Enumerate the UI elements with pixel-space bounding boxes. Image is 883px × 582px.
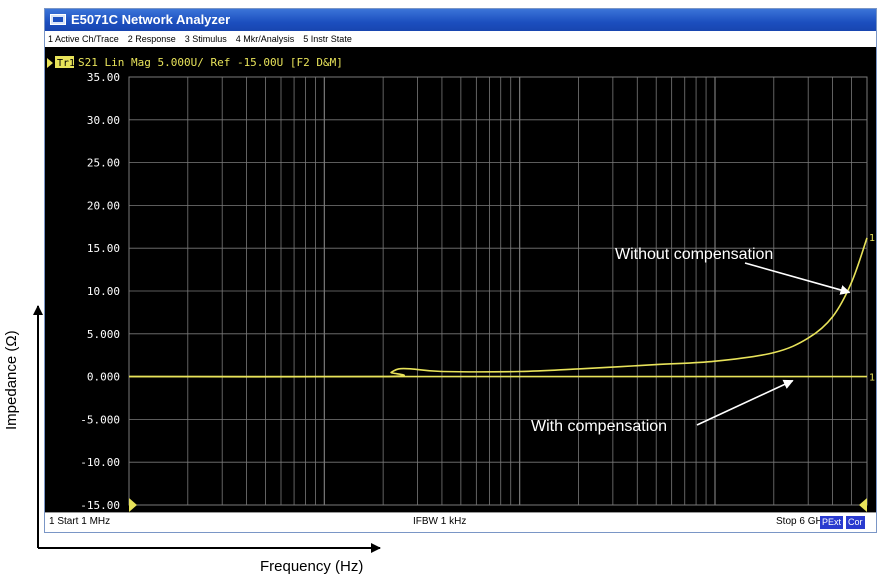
pext-badge: PExt — [820, 516, 844, 529]
y-axis-label: Impedance (Ω) — [3, 330, 20, 430]
trace-plot: 35.00 30.00 25.00 20.00 15.00 10.00 5.000 0.000… — [47, 56, 875, 512]
annotation-with-compensation: With compensation — [531, 418, 667, 435]
menu-instr-state[interactable]: 5 Instr State — [303, 34, 352, 44]
ifbw-value[interactable]: IFBW 1 kHz — [413, 516, 467, 527]
marker-label: 1 — [869, 373, 875, 384]
trace-header-text: S21 Lin Mag 5.000U/ Ref -15.00U [F2 D&M] — [78, 56, 343, 69]
stop-frequency[interactable]: Stop 6 GHz — [776, 516, 828, 527]
cor-badge: Cor — [846, 516, 865, 529]
analyzer-window: E5071C Network Analyzer 1 Active Ch/Trac… — [44, 8, 877, 533]
active-trace-pointer — [47, 58, 53, 68]
y-tick-label: 35.00 — [87, 71, 120, 84]
marker-label: 1 — [869, 233, 875, 244]
y-tick-label: 0.000 — [87, 371, 120, 384]
title-bar[interactable]: E5071C Network Analyzer — [45, 9, 876, 31]
trace-without-compensation — [128, 237, 868, 378]
menu-active-ch-trace[interactable]: 1 Active Ch/Trace — [48, 34, 119, 44]
y-tick-label: -5.000 — [80, 413, 120, 426]
y-tick-label: -15.00 — [80, 499, 120, 512]
app-icon — [50, 14, 66, 25]
y-tick-labels: 35.00 30.00 25.00 20.00 15.00 10.00 5.000 0.000… — [80, 71, 120, 512]
window-title: E5071C Network Analyzer — [71, 12, 231, 27]
y-tick-label: 25.00 — [87, 157, 120, 170]
menu-response[interactable]: 2 Response — [127, 34, 176, 44]
annotation-arrow-with — [696, 379, 794, 426]
ref-right-marker — [859, 498, 867, 512]
y-tick-label: 30.00 — [87, 114, 120, 127]
y-tick-label: 5.000 — [87, 328, 120, 341]
y-tick-label: -10.00 — [80, 456, 120, 469]
trace-header: Tr1 S21 Lin Mag 5.000U/ Ref -15.00U [F2 … — [47, 56, 343, 69]
trace-badge-bg — [55, 56, 74, 68]
y-tick-label: 15.00 — [87, 242, 120, 255]
menu-stimulus[interactable]: 3 Stimulus — [184, 34, 227, 44]
menu-bar: 1 Active Ch/Trace 2 Response 3 Stimulus … — [45, 31, 876, 47]
plot-grid — [128, 76, 868, 506]
x-axis-label: Frequency (Hz) — [260, 558, 364, 575]
status-bar: 1 Start 1 MHz IFBW 1 kHz Stop 6 GHz PExt… — [45, 512, 876, 532]
trace-badge[interactable]: Tr1 — [57, 58, 75, 69]
analyzer-screen: 35.00 30.00 25.00 20.00 15.00 10.00 5.000 0.000… — [45, 47, 876, 512]
ref-left-marker — [129, 498, 137, 512]
y-tick-label: 20.00 — [87, 199, 120, 212]
start-frequency[interactable]: 1 Start 1 MHz — [49, 516, 111, 527]
annotation-without-compensation: Without compensation — [615, 246, 773, 263]
menu-mkr-analysis[interactable]: 4 Mkr/Analysis — [235, 34, 295, 44]
traces: 11 — [128, 233, 875, 512]
annotation-arrow-without — [744, 262, 851, 295]
y-tick-label: 10.00 — [87, 285, 120, 298]
annotations: Without compensation With compensation — [531, 246, 851, 435]
